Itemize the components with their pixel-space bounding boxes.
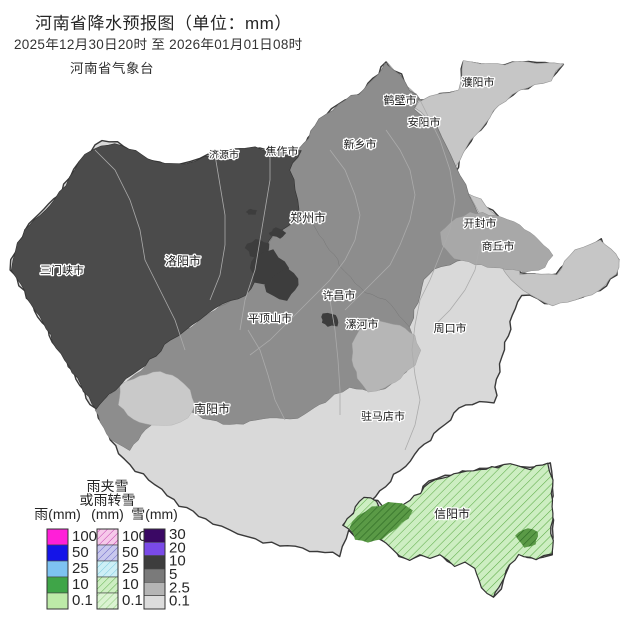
svg-text:信阳市: 信阳市 [434, 507, 470, 521]
svg-text:开封市: 开封市 [464, 217, 497, 230]
svg-text:平顶山市: 平顶山市 [248, 312, 292, 325]
svg-text:50: 50 [122, 544, 139, 561]
svg-text:郑州市: 郑州市 [290, 211, 326, 225]
svg-text:25: 25 [72, 560, 89, 577]
svg-text:新乡市: 新乡市 [344, 138, 377, 151]
svg-text:10: 10 [122, 576, 139, 593]
svg-text:漯河市: 漯河市 [346, 318, 379, 331]
svg-text:三门峡市: 三门峡市 [40, 264, 84, 277]
svg-text:(mm): (mm) [91, 506, 124, 522]
svg-text:商丘市: 商丘市 [482, 240, 515, 253]
svg-text:驻马店市: 驻马店市 [361, 410, 405, 423]
svg-text:鹤壁市: 鹤壁市 [384, 94, 417, 107]
svg-text:10: 10 [72, 576, 89, 593]
svg-text:濮阳市: 濮阳市 [462, 76, 495, 89]
svg-text:50: 50 [72, 544, 89, 561]
svg-text:雨(mm): 雨(mm) [34, 506, 81, 522]
svg-text:许昌市: 许昌市 [323, 289, 356, 302]
svg-text:安阳市: 安阳市 [408, 116, 441, 129]
svg-text:100: 100 [72, 528, 97, 545]
svg-text:洛阳市: 洛阳市 [165, 254, 201, 268]
svg-text:济源市: 济源市 [209, 149, 239, 161]
svg-text:25: 25 [122, 560, 139, 577]
svg-text:0.1: 0.1 [72, 592, 93, 609]
svg-text:周口市: 周口市 [434, 322, 467, 335]
svg-text:南阳市: 南阳市 [194, 402, 230, 416]
svg-text:100: 100 [122, 528, 147, 545]
svg-text:0.1: 0.1 [169, 593, 190, 610]
svg-text:0.1: 0.1 [122, 592, 143, 609]
svg-text:焦作市: 焦作市 [266, 145, 299, 158]
svg-text:雪(mm): 雪(mm) [131, 506, 178, 522]
